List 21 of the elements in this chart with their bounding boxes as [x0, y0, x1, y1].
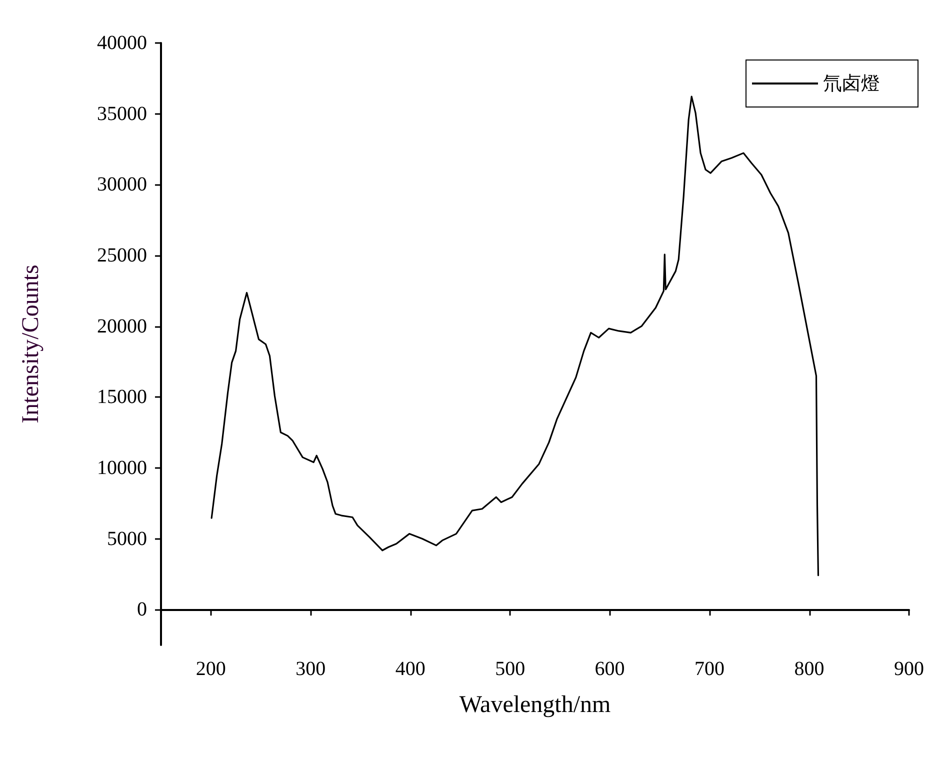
y-tick-label: 20000 [97, 315, 147, 338]
y-tick-label: 15000 [97, 386, 147, 408]
x-tick-label: 900 [894, 658, 924, 680]
x-tick-label: 800 [794, 658, 824, 680]
y-tick-label: 5000 [107, 528, 147, 550]
legend-label: 氘卤燈 [823, 72, 880, 94]
x-tick-label: 700 [694, 658, 725, 680]
y-tick-label: 40000 [97, 32, 147, 54]
y-tick-label: 25000 [97, 244, 147, 266]
x-tick-label: 600 [594, 658, 625, 680]
x-tick-label: 200 [196, 658, 226, 680]
y-tick-label: 30000 [97, 174, 147, 196]
y-axis-title: Intensity/Counts [18, 264, 44, 424]
y-tick-label: 35000 [97, 102, 147, 125]
x-tick-label: 500 [495, 658, 526, 680]
x-tick-label: 300 [296, 658, 326, 680]
x-tick-label: 400 [395, 658, 426, 680]
x-axis-title: Wavelength/nm [459, 692, 612, 718]
y-tick-label: 0 [137, 598, 147, 621]
line-series [210, 96, 820, 576]
y-tick-label: 10000 [97, 456, 147, 479]
